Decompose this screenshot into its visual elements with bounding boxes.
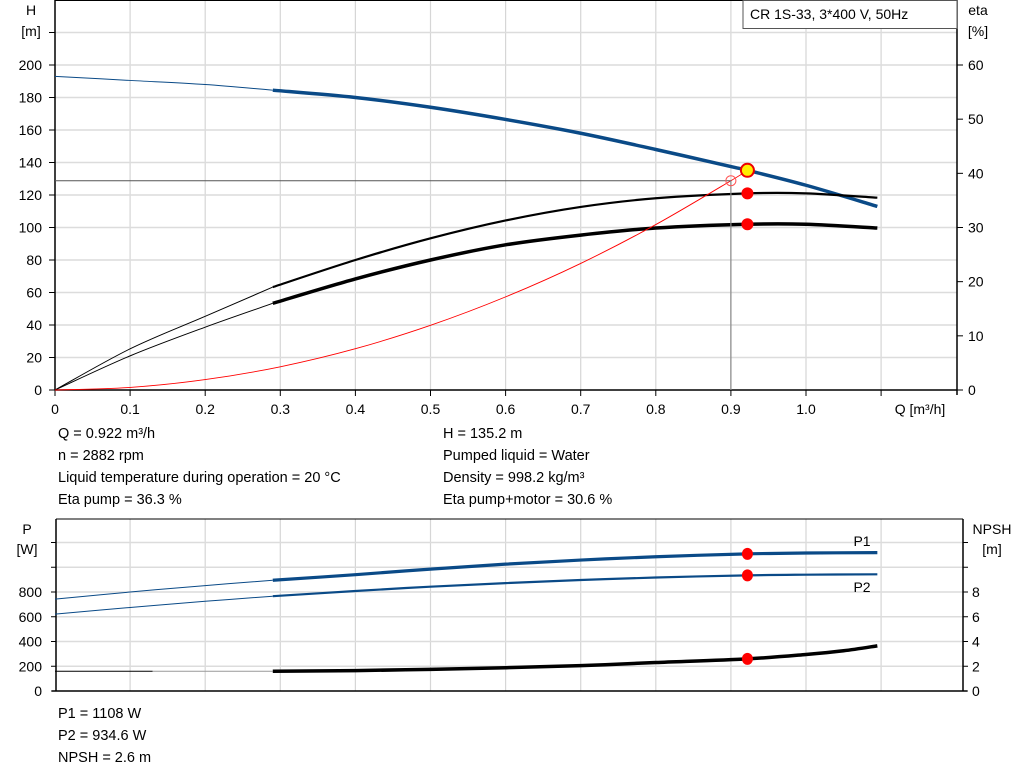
y-tick-label-right: 20	[968, 274, 984, 290]
y-tick-label-right: 40	[968, 165, 984, 181]
y-tick-label-right: 60	[968, 57, 984, 73]
y-tick-label-left: 200	[19, 57, 43, 73]
y-tick-label-right: 0	[972, 683, 980, 699]
y-tick-label-left: 180	[19, 90, 43, 106]
y-tick-label-right: 30	[968, 220, 984, 236]
y-tick-label-right: 0	[968, 382, 976, 398]
series-system_curve	[54, 169, 748, 391]
duty-point-npsh	[741, 652, 753, 665]
duty-point-eta-pump	[741, 187, 754, 200]
info-top-left: Q = 0.922 m³/h n = 2882 rpm Liquid tempe…	[58, 423, 341, 511]
y-axis-unit-right: [m]	[982, 541, 1001, 557]
y-axis-unit-right: [%]	[968, 23, 988, 39]
y-tick-label-left: 100	[19, 220, 43, 236]
x-tick-label: 1.0	[796, 401, 816, 417]
y-tick-label-left: 400	[19, 634, 43, 650]
x-tick-label: 0	[51, 401, 59, 417]
x-tick-label: 0.2	[195, 401, 215, 417]
y-tick-label-left: 800	[19, 584, 43, 600]
y-axis-label-left: P	[22, 521, 31, 537]
series-NPSH	[272, 644, 878, 673]
x-tick-label: 0.9	[721, 401, 741, 417]
info-p1: P1 = 1108 W	[58, 706, 142, 722]
x-axis-label: Q [m³/h]	[895, 401, 946, 417]
series-eta_pump_motor	[272, 222, 878, 306]
y-tick-label-left: 40	[26, 317, 42, 333]
info-liquid-temp: Liquid temperature during operation = 20…	[58, 470, 341, 486]
info-npsh: NPSH = 2.6 m	[58, 750, 152, 766]
y-axis-unit-left: [m]	[21, 23, 40, 39]
info-eta-pump: Eta pump = 36.3 %	[58, 492, 182, 508]
requested-point-marker	[725, 175, 737, 187]
y-tick-label-left: 0	[34, 683, 42, 699]
x-tick-label: 0.6	[496, 401, 516, 417]
x-tick-label: 0.1	[120, 401, 140, 417]
y-tick-label-right: 6	[972, 609, 980, 625]
x-tick-label: 0.4	[346, 401, 366, 417]
series-eta_pump_motor-extrapolated	[54, 302, 273, 391]
series-label-P2: P2	[853, 579, 870, 595]
series-P1	[272, 551, 878, 582]
y-tick-label-right: 50	[968, 111, 984, 127]
chart-title: CR 1S-33, 3*400 V, 50Hz	[750, 6, 908, 22]
info-bottom: P1 = 1108 W P2 = 934.6 W NPSH = 2.6 m	[58, 703, 151, 769]
series-P2-extrapolated	[54, 595, 273, 615]
y-tick-label-left: 60	[26, 285, 42, 301]
info-speed: n = 2882 rpm	[58, 448, 144, 464]
y-tick-label-left: 0	[34, 382, 42, 398]
y-tick-label-left: 20	[26, 350, 42, 366]
series-eta_pump-extrapolated	[54, 286, 273, 391]
duty-point-eta-pump-motor	[741, 218, 754, 231]
info-top-right: H = 135.2 m Pumped liquid = Water Densit…	[443, 423, 612, 511]
y-axis-unit-left: [W]	[17, 541, 38, 557]
x-tick-label: 0.8	[646, 401, 666, 417]
x-tick-label: 0.3	[271, 401, 291, 417]
info-p2: P2 = 934.6 W	[58, 728, 147, 744]
y-tick-label-right: 4	[972, 634, 980, 650]
duty-point-p1	[741, 547, 753, 560]
duty-point-head	[739, 162, 755, 178]
info-flow: Q = 0.922 m³/h	[58, 426, 156, 442]
info-density: Density = 998.2 kg/m³	[443, 470, 585, 486]
info-pumped-liquid: Pumped liquid = Water	[443, 448, 590, 464]
y-axis-label-right: NPSH	[973, 521, 1012, 537]
y-tick-label-left: 160	[19, 122, 43, 138]
series-P2	[272, 573, 878, 598]
y-tick-label-left: 140	[19, 155, 43, 171]
y-tick-label-left: 200	[19, 658, 43, 674]
y-tick-label-left: 600	[19, 609, 43, 625]
y-tick-label-right: 10	[968, 328, 984, 344]
series-P1-extrapolated	[54, 579, 273, 600]
series-H-extrapolated	[54, 75, 273, 91]
x-tick-label: 0.5	[421, 401, 441, 417]
y-tick-label-left: 120	[19, 187, 43, 203]
y-axis-label-right: eta	[968, 2, 988, 18]
x-tick-label: 0.7	[571, 401, 591, 417]
y-tick-label-right: 8	[972, 584, 980, 600]
title-box	[742, 0, 958, 29]
series-label-P1: P1	[853, 533, 870, 549]
y-tick-label-right: 2	[972, 658, 980, 674]
y-tick-label-left: 80	[26, 252, 42, 268]
duty-point-p2	[741, 569, 753, 582]
y-axis-label-left: H	[26, 2, 36, 18]
series-eta_pump	[272, 191, 878, 289]
series-H	[272, 88, 878, 209]
info-eta-pump-motor: Eta pump+motor = 30.6 %	[443, 492, 613, 508]
info-head: H = 135.2 m	[443, 426, 523, 442]
